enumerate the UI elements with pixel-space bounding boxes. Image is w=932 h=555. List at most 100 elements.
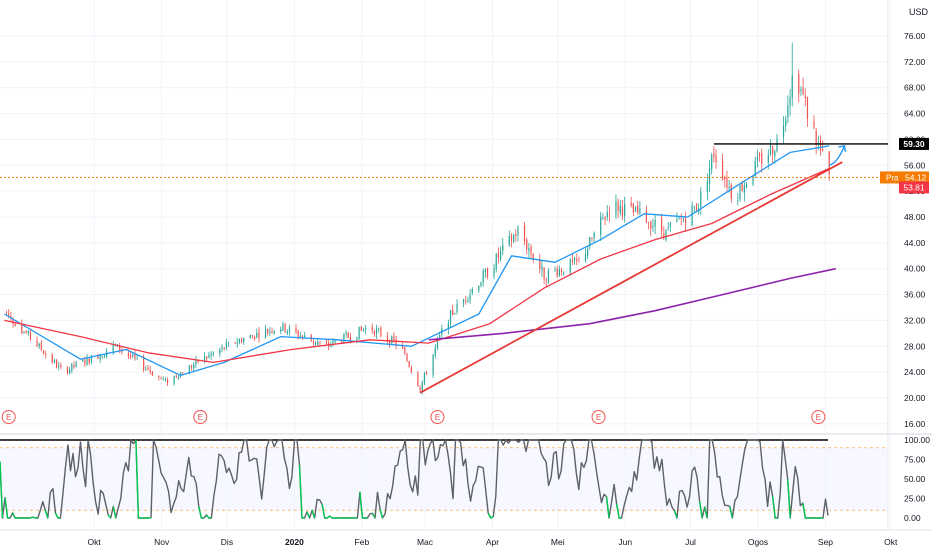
candle-body <box>165 379 166 380</box>
candle-body <box>365 328 366 329</box>
candle-body <box>298 331 299 337</box>
candle-body <box>282 323 283 330</box>
candle-body <box>785 119 786 125</box>
candle-body <box>128 353 129 356</box>
close-price-label: 53.81 <box>903 182 925 192</box>
candle-body <box>670 224 671 227</box>
candle-body <box>206 357 207 359</box>
candle-body <box>620 206 621 213</box>
candle-body <box>374 331 375 334</box>
candle-body <box>391 336 392 343</box>
oscillator-oversold-segment <box>327 516 330 518</box>
y-tick-label: 36.00 <box>904 290 926 300</box>
y-tick-label: 20.00 <box>904 393 926 403</box>
candle-body <box>152 372 153 376</box>
candle-body <box>176 376 177 377</box>
osc-tick-label: 50.00 <box>904 474 926 484</box>
candle-body <box>350 337 351 340</box>
candle-body <box>576 259 577 260</box>
oscillator-oversold-segment <box>108 515 111 518</box>
candle-body <box>759 154 760 155</box>
candle-body <box>228 342 229 343</box>
pre-market-label: Pra <box>886 173 899 182</box>
candle-body <box>313 342 314 343</box>
candle-body <box>274 331 275 334</box>
candle-body <box>300 336 301 337</box>
candle-body <box>696 204 697 210</box>
candle-body <box>178 377 179 378</box>
candle-body <box>561 269 562 272</box>
osc-tick-label: 75.00 <box>904 455 926 465</box>
candle-body <box>524 225 525 241</box>
candle-body <box>208 355 209 358</box>
candle-body <box>772 146 773 154</box>
candle-body <box>237 342 238 344</box>
candle-body <box>130 355 131 357</box>
candle-body <box>544 267 545 279</box>
candle-body <box>609 214 610 215</box>
candle-body <box>480 282 481 286</box>
candle-body <box>652 225 653 227</box>
candle-body <box>189 365 190 372</box>
candle-body <box>158 376 159 377</box>
oscillator-oversold-segment <box>312 510 315 518</box>
moving-average-layer <box>4 146 835 376</box>
x-tick-label: Mei <box>551 537 565 547</box>
candle-body <box>243 338 244 342</box>
x-tick-label: Dis <box>221 537 233 547</box>
candle-body <box>724 178 725 180</box>
y-tick-label: 48.00 <box>904 212 926 222</box>
candle-body <box>711 155 712 170</box>
candle-body <box>417 372 418 387</box>
x-tick-label: Mac <box>417 537 434 547</box>
candle-body <box>147 368 148 370</box>
earnings-marker-label: E <box>435 413 440 422</box>
candle-body <box>739 185 740 199</box>
y-tick-label: 40.00 <box>904 264 926 274</box>
osc-tick-label: 100.00 <box>904 435 930 445</box>
candle-body <box>557 269 558 277</box>
candle-body <box>348 332 349 337</box>
candle-body <box>234 343 235 344</box>
y-tick-label: 24.00 <box>904 367 926 377</box>
osc-tick-label: 0.00 <box>904 513 921 523</box>
candle-body <box>604 217 605 219</box>
candle-body <box>287 331 288 333</box>
candle-body <box>742 183 743 191</box>
candle-body <box>15 324 16 326</box>
candle-body <box>387 336 388 340</box>
candle-body <box>600 217 601 235</box>
candle-body <box>54 360 55 362</box>
candle-body <box>315 343 316 344</box>
candle-body <box>134 354 135 359</box>
candle-body <box>570 259 571 272</box>
candle-body <box>52 355 53 362</box>
candle-body <box>39 344 40 347</box>
candle-body <box>406 353 407 360</box>
candle-body <box>226 343 227 348</box>
candle-body <box>517 226 518 235</box>
candle-body <box>254 337 255 339</box>
candle-body <box>637 206 638 214</box>
candle-body <box>295 328 296 332</box>
candle-body <box>285 324 286 332</box>
moving-average-ma_mid <box>4 169 829 363</box>
x-tick-label: Nov <box>154 537 170 547</box>
candle-body <box>71 364 72 371</box>
candle-body <box>30 332 31 340</box>
candle-body <box>359 327 360 339</box>
candle-body <box>319 341 320 342</box>
candle-body <box>820 140 821 150</box>
candle-body <box>224 348 225 349</box>
candle-body <box>639 208 640 214</box>
candle-body <box>493 268 494 276</box>
candle-body <box>792 76 793 98</box>
candle-body <box>252 335 253 336</box>
candle-body <box>67 367 68 373</box>
x-tick-label: Okt <box>88 537 102 547</box>
oscillator-oversold-segment <box>55 513 58 518</box>
candle-body <box>633 203 634 212</box>
candle-body <box>713 153 714 157</box>
